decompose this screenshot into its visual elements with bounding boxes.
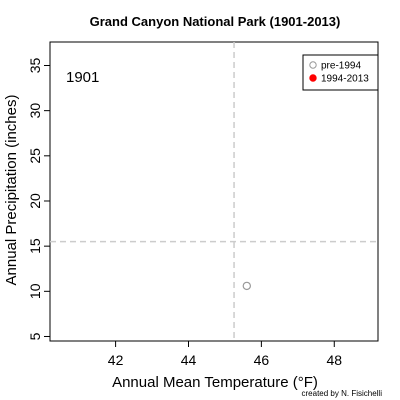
x-axis-title: Annual Mean Temperature (°F): [112, 374, 318, 391]
y-tick-label: 10: [27, 283, 43, 299]
y-tick-label: 5: [27, 332, 43, 340]
plot-area: 42 44 46 48 5 10 15 20 25 30 35: [27, 41, 379, 368]
y-tick-label: 25: [27, 148, 43, 164]
legend-label-pre-1994: pre-1994: [321, 61, 361, 72]
x-tick-label: 48: [326, 352, 342, 368]
y-axis-title: Annual Precipitation (inches): [3, 95, 20, 286]
legend-marker-1994-2013: [309, 74, 317, 82]
x-tick-label: 44: [181, 352, 197, 368]
legend: pre-1994 1994-2013: [302, 54, 379, 91]
x-tick-label: 42: [108, 352, 124, 368]
y-tick-label: 30: [27, 103, 43, 119]
credit-text: created by N. Fisichelli: [302, 389, 383, 398]
legend-box: [302, 54, 379, 91]
data-point: [242, 281, 251, 291]
x-tick-label: 46: [254, 352, 270, 368]
y-tick-label: 15: [27, 238, 43, 254]
y-tick-label: 35: [27, 57, 43, 73]
plot-frame: [49, 41, 379, 342]
legend-marker-pre-1994: [309, 61, 317, 69]
chart-title: Grand Canyon National Park (1901-2013): [90, 14, 341, 29]
y-tick-label: 20: [27, 193, 43, 209]
year-label: 1901: [66, 69, 99, 86]
legend-label-1994-2013: 1994-2013: [321, 74, 369, 85]
